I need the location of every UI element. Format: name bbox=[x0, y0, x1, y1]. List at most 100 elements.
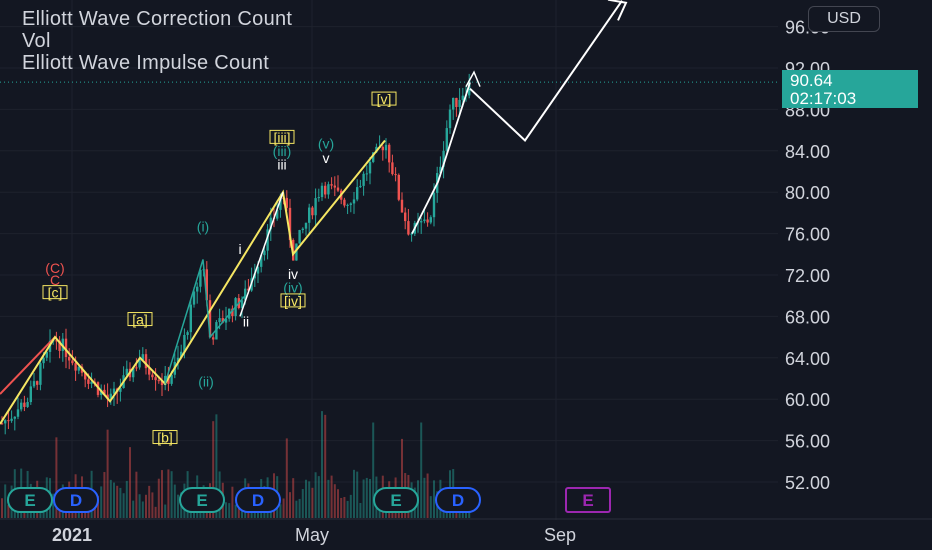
candle-body bbox=[87, 379, 90, 384]
event-marker-label: E bbox=[390, 491, 401, 510]
candle-body bbox=[336, 187, 340, 191]
volume-bar bbox=[362, 479, 365, 518]
candle-body bbox=[388, 144, 391, 163]
candle-body bbox=[160, 380, 164, 386]
wave-label: iii bbox=[277, 156, 286, 172]
candle-body bbox=[458, 99, 461, 108]
candle-body bbox=[461, 95, 464, 100]
volume-bar bbox=[225, 502, 227, 518]
volume-bar bbox=[145, 494, 147, 518]
wave-label: (iii) bbox=[273, 143, 292, 159]
candle-body bbox=[432, 192, 436, 218]
candle-body bbox=[429, 217, 432, 223]
grid-lines bbox=[0, 0, 778, 520]
candle-body bbox=[404, 212, 407, 222]
candle-body bbox=[439, 166, 442, 174]
candle-body bbox=[189, 304, 192, 333]
candle-body bbox=[151, 374, 154, 378]
volume-bar bbox=[161, 470, 163, 518]
candle-body bbox=[135, 367, 138, 369]
volume-bar bbox=[349, 494, 352, 518]
candle-body bbox=[157, 380, 160, 382]
volume-bar bbox=[231, 486, 234, 518]
volume-bar bbox=[100, 486, 103, 518]
volume-bar bbox=[215, 414, 218, 518]
volume-bar bbox=[317, 476, 320, 518]
wave-label: (i) bbox=[197, 218, 209, 234]
wave-label: (iv) bbox=[283, 279, 302, 295]
candle-body bbox=[452, 97, 455, 110]
event-marker-label: E bbox=[24, 491, 35, 510]
candle-body bbox=[333, 185, 336, 188]
volume-bar bbox=[164, 504, 167, 518]
y-tick-label: 68.00 bbox=[785, 307, 830, 327]
volume-bar bbox=[7, 504, 10, 518]
candle-body bbox=[144, 354, 148, 369]
volume-bar bbox=[346, 500, 349, 518]
candle-body bbox=[397, 174, 400, 200]
volume-bar bbox=[429, 496, 432, 518]
candle-body bbox=[352, 199, 356, 204]
volume-bar bbox=[173, 484, 176, 518]
candle-body bbox=[208, 300, 212, 338]
volume-bar bbox=[97, 495, 99, 518]
candle-body bbox=[192, 291, 196, 305]
candle-body bbox=[394, 174, 397, 176]
wave-label: [v] bbox=[377, 91, 392, 107]
wave-label: i bbox=[238, 241, 241, 257]
legend-item-correction[interactable]: Elliott Wave Correction Count bbox=[22, 8, 293, 30]
wave-label-box bbox=[127, 312, 153, 327]
candle-body bbox=[263, 250, 266, 256]
candle-body bbox=[7, 420, 10, 422]
candle-body bbox=[410, 233, 413, 235]
correction-line bbox=[0, 336, 56, 395]
volume-bar bbox=[282, 498, 285, 518]
candle-body bbox=[42, 357, 45, 364]
volume-bar bbox=[122, 493, 125, 518]
candle-body bbox=[212, 337, 215, 340]
volume-bar bbox=[93, 504, 96, 518]
candle-body bbox=[279, 197, 282, 210]
volume-bar bbox=[337, 489, 339, 518]
candle-body bbox=[39, 363, 42, 385]
candle-body bbox=[180, 351, 183, 358]
impulse-line bbox=[0, 139, 386, 425]
candle-body bbox=[0, 423, 4, 425]
last-price-label: 90.64 02:17:03 bbox=[782, 70, 918, 108]
candle-body bbox=[218, 318, 221, 323]
bar-countdown: 02:17:03 bbox=[790, 89, 857, 108]
wave-label: [a] bbox=[132, 312, 148, 328]
volume-bar bbox=[148, 485, 151, 518]
candle-body bbox=[298, 230, 301, 244]
candle-body bbox=[71, 360, 74, 364]
candle-body bbox=[327, 184, 330, 195]
minor-wave-line bbox=[164, 259, 246, 384]
candle-body bbox=[269, 217, 272, 230]
candle-body bbox=[148, 368, 151, 375]
legend-item-vol[interactable]: Vol bbox=[22, 30, 51, 52]
candle-body bbox=[407, 221, 410, 235]
volume-bar bbox=[228, 503, 231, 518]
event-marker-label: D bbox=[452, 491, 464, 510]
projection-arrowhead bbox=[465, 70, 481, 87]
wave-label-box bbox=[152, 430, 178, 445]
event-marker-label: E bbox=[196, 491, 207, 510]
candle-body bbox=[13, 416, 16, 419]
volume-bar bbox=[116, 485, 119, 518]
candle-body bbox=[125, 368, 128, 376]
candle-body bbox=[231, 308, 234, 317]
legend-item-impulse[interactable]: Elliott Wave Impulse Count bbox=[22, 52, 270, 74]
wave-label: C bbox=[50, 272, 60, 288]
volume-bar bbox=[426, 473, 429, 518]
volume-bar bbox=[132, 500, 135, 518]
volume-bar bbox=[295, 500, 298, 518]
currency-button[interactable]: USD bbox=[808, 6, 880, 32]
volume-bar bbox=[340, 497, 343, 518]
event-marker-earnings bbox=[565, 487, 611, 513]
candle-body bbox=[445, 128, 448, 151]
candle-body bbox=[455, 97, 458, 108]
volume-bar bbox=[151, 492, 154, 518]
candle-body bbox=[426, 219, 429, 223]
x-tick-label: Sep bbox=[544, 525, 576, 545]
